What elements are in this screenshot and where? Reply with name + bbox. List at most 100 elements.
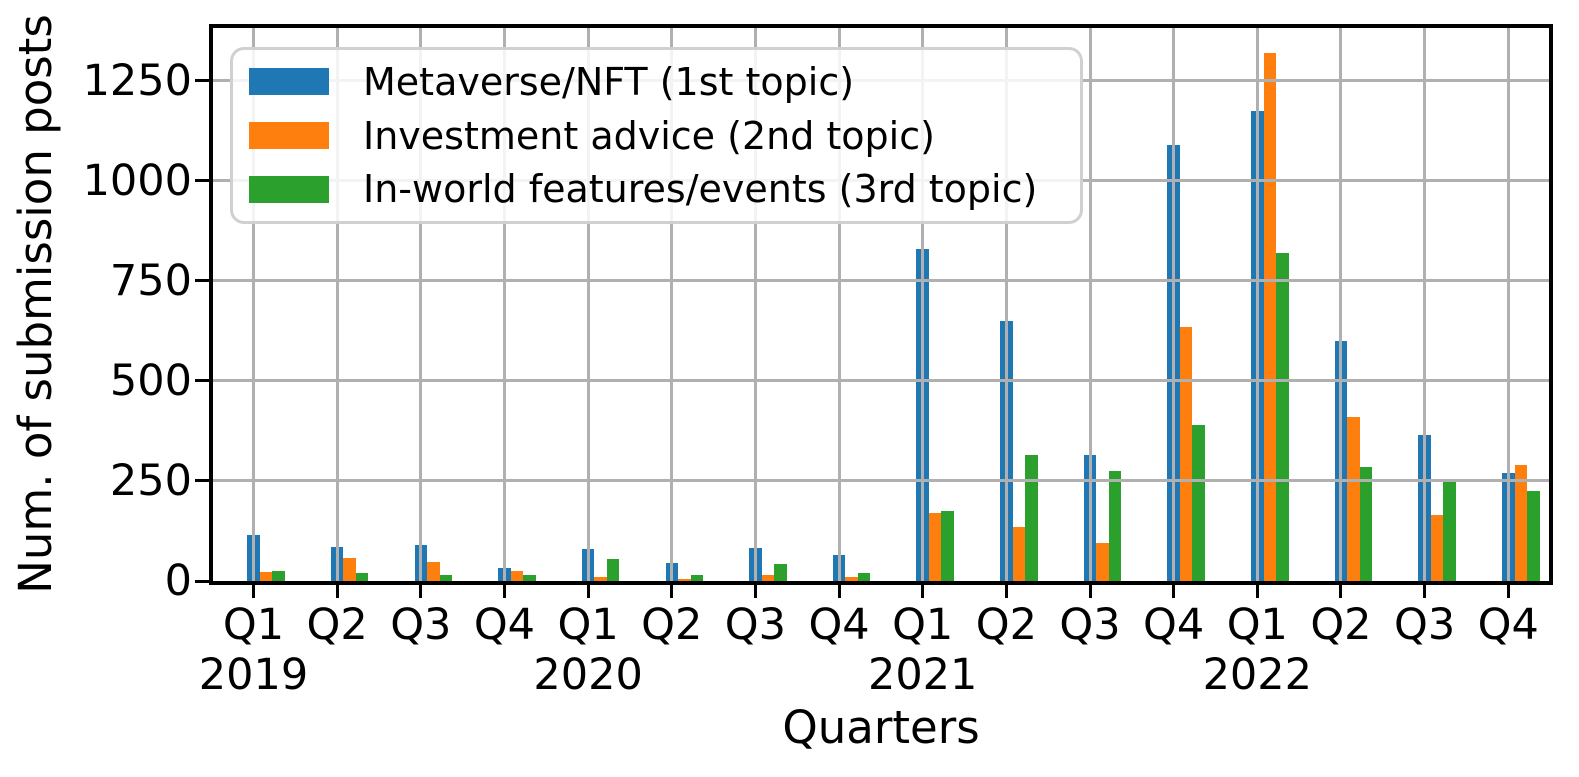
gridline-x-Q2-13 [1339,28,1343,581]
bar-Q4-7-series2 [857,572,871,581]
plot-area: Metaverse/NFT (1st topic) Investment adv… [209,24,1553,585]
x-tick-label-Q2-9: Q2 [975,600,1037,650]
gridline-x-Q3-14 [1423,28,1427,581]
x-tick-label-Q4-15: Q4 [1477,600,1539,650]
bar-Q2-9-series2 [1025,454,1038,581]
y-tick-label-750: 750 [109,255,192,306]
y-tick-1000 [195,179,209,183]
gridline-x-Q4-7 [837,28,841,581]
bar-Q1-0-series1 [259,571,273,581]
bar-Q1-0-series2 [272,570,285,581]
x-tick-label-Q1-0: Q1 [222,600,285,650]
x-tick-Q4-7 [837,585,841,598]
x-tick-Q1-4 [586,585,590,598]
gridline-x-Q1-12 [1255,28,1259,581]
y-tick-250 [195,479,209,483]
gridline-x-Q1-8 [921,28,925,581]
y-tick-1250 [195,79,209,83]
y-tick-label-1000: 1000 [82,155,192,206]
bar-Q4-15-series1 [1514,464,1527,581]
legend-label-investment-advice: Investment advice (2nd topic) [363,113,935,158]
bar-Q1-12-series1 [1263,52,1277,581]
x-tick-Q3-6 [753,585,757,598]
gridline-y-750 [213,279,1549,283]
x-tick-label-Q1-12: Q1 [1226,600,1288,650]
gridline-x-Q3-10 [1088,28,1092,581]
legend-item-in-world-features: In-world features/events (3rd topic) [249,167,1080,211]
bar-Q2-1-series2 [355,572,369,581]
bar-Q1-8-series2 [941,510,954,581]
y-tick-label-250: 250 [109,455,192,506]
x-tick-Q4-15 [1506,585,1510,598]
gridline-x-Q2-1 [335,28,339,581]
gridline-y-500 [213,379,1549,383]
bar-Q2-13-series2 [1359,466,1373,581]
bar-Q2-5-series1 [678,578,691,581]
y-tick-500 [195,379,209,383]
gridline-x-Q1-4 [586,28,590,581]
gridline-x-Q3-2 [419,28,423,581]
x-tick-label-Q1-8: Q1 [892,600,954,650]
bar-Q3-14-series2 [1443,478,1456,581]
bar-Q1-8-series1 [928,512,942,581]
bar-Q1-12-series2 [1276,252,1289,581]
x-tick-label-Q3-14: Q3 [1393,600,1456,650]
bar-Q3-14-series1 [1430,514,1444,581]
x-tick-Q3-10 [1088,585,1092,598]
x-tick-label-Q4-7: Q4 [808,600,870,650]
y-tick-label-500: 500 [109,355,192,406]
legend-item-investment-advice: Investment advice (2nd topic) [249,114,1080,158]
x-tick-label-Q1-4: Q1 [557,600,619,650]
legend-swatch-in-world-features [249,175,329,203]
x-tick-Q3-2 [419,585,423,598]
bar-Q4-15-series2 [1527,490,1540,581]
bar-Q1-4-series1 [594,576,607,581]
y-tick-0 [195,579,209,583]
bar-Q2-1-series1 [343,557,356,581]
legend: Metaverse/NFT (1st topic) Investment adv… [230,47,1083,224]
bar-Q3-10-series1 [1096,542,1109,581]
bar-Q4-3-series1 [510,571,524,581]
gridline-x-Q1-0 [252,28,255,581]
y-tick-label-0: 0 [164,556,192,606]
x-tick-Q3-14 [1423,585,1427,598]
year-label-2020: 2020 [533,650,643,700]
legend-label-in-world-features: In-world features/events (3rd topic) [363,167,1038,212]
bar-Q2-5-series2 [690,574,703,581]
x-tick-Q2-5 [670,585,674,598]
x-tick-label-Q4-11: Q4 [1143,600,1205,650]
y-tick-750 [195,279,209,283]
gridline-x-Q3-6 [753,28,757,581]
y-tick-label-1250: 1250 [82,55,192,106]
x-tick-Q4-11 [1172,585,1176,598]
gridline-x-Q2-5 [670,28,674,581]
x-tick-label-Q4-3: Q4 [473,600,536,650]
year-label-2022: 2022 [1202,650,1313,700]
bar-Q4-3-series2 [523,574,536,581]
bar-Q3-10-series2 [1108,470,1122,581]
gridline-x-Q4-11 [1172,28,1176,581]
bar-Q4-11-series2 [1192,424,1205,581]
x-tick-Q2-13 [1339,585,1343,598]
year-label-2021: 2021 [867,650,978,700]
gridline-x-Q2-9 [1004,28,1008,581]
legend-item-metaverse-nft: Metaverse/NFT (1st topic) [249,60,1080,104]
x-axis-label: Quarters [782,701,980,754]
grid-layer [213,28,1549,581]
x-tick-Q4-3 [502,585,506,598]
bar-Q3-6-series2 [774,564,787,581]
bar-Q3-2-series2 [439,574,453,581]
legend-swatch-metaverse-nft [249,68,329,96]
x-tick-label-Q2-5: Q2 [641,600,703,650]
x-tick-Q1-8 [921,585,925,598]
bar-Q2-9-series1 [1012,526,1026,581]
bar-Q3-2-series1 [427,561,440,581]
bar-Q2-13-series1 [1347,416,1360,581]
bar-Q3-6-series1 [761,574,775,581]
x-tick-Q1-12 [1255,585,1259,598]
bar-Q4-11-series1 [1179,326,1193,581]
x-tick-label-Q2-1: Q2 [306,600,368,650]
x-tick-Q2-1 [335,585,339,598]
year-label-2019: 2019 [198,650,309,700]
